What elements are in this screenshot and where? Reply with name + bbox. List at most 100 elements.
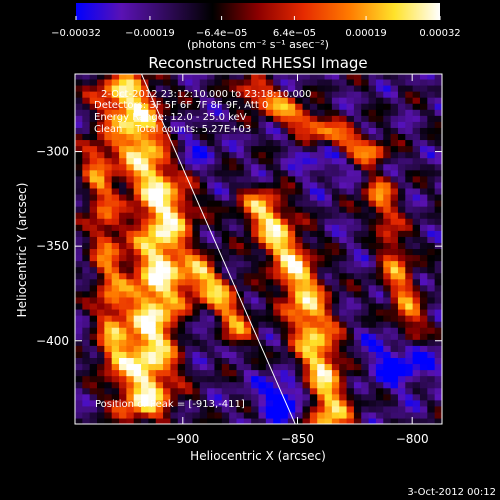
heatmap-cell (434, 357, 442, 365)
heatmap-cell (317, 308, 326, 316)
heatmap-cell (97, 145, 105, 153)
heatmap-cell (295, 103, 304, 110)
heatmap-cell (302, 181, 311, 189)
heatmap-cell (185, 387, 194, 395)
heatmap-cell (148, 363, 157, 371)
heatmap-cell (141, 206, 149, 213)
heatmap-cell (119, 375, 127, 383)
heatmap-cell (119, 187, 127, 195)
heatmap-cell (104, 308, 113, 316)
heatmap-cell (302, 302, 311, 310)
heatmap-cell (89, 206, 98, 213)
heatmap-cell (170, 254, 179, 262)
heatmap-cell (280, 181, 289, 189)
heatmap-cell (119, 339, 127, 346)
heatmap-cell (309, 254, 318, 262)
heatmap-cell (141, 187, 149, 195)
heatmap-cell (353, 278, 362, 286)
heatmap-cell (295, 254, 304, 262)
heatmap-cell (133, 369, 142, 377)
heatmap-cell (133, 387, 142, 395)
heatmap-cell (383, 411, 392, 419)
heatmap-cell (192, 393, 201, 401)
heatmap-cell (412, 236, 421, 243)
heatmap-cell (324, 399, 333, 407)
heatmap-cell (361, 109, 370, 116)
heatmap-cell (133, 284, 142, 292)
heatmap-cell (229, 248, 238, 256)
heatmap-cell (419, 254, 428, 262)
heatmap-cell (119, 284, 127, 292)
heatmap-cell (199, 97, 208, 104)
heatmap-cell (309, 200, 318, 207)
heatmap-cell (361, 339, 370, 346)
heatmap-cell (104, 254, 113, 262)
heatmap-cell (133, 302, 142, 310)
heatmap-cell (251, 133, 260, 141)
heatmap-cell (324, 351, 333, 359)
heatmap-cell (427, 181, 436, 189)
heatmap-cell (214, 339, 223, 346)
heatmap-cell (397, 84, 406, 92)
heatmap-cell (309, 327, 318, 334)
heatmap-cell (324, 145, 333, 153)
heatmap-cell (412, 103, 421, 110)
heatmap-cell (141, 284, 149, 292)
heatmap-cell (229, 157, 238, 165)
heatmap-cell (331, 121, 340, 128)
heatmap-cell (243, 175, 252, 183)
heatmap-cell (163, 242, 172, 250)
heatmap-cell (111, 200, 120, 207)
heatmap-cell (412, 266, 421, 274)
heatmap-cell (331, 78, 340, 86)
heatmap-cell (339, 212, 348, 219)
heatmap-cell (419, 157, 428, 165)
colorbar-ticks: −0.00032 −0.00019 −6.4e−05 6.4e−05 0.00019 0.… (51, 16, 461, 39)
heatmap-cell (309, 187, 318, 195)
heatmap-cell (427, 248, 436, 256)
heatmap-cell (280, 224, 289, 231)
heatmap-cell (375, 121, 384, 128)
heatmap-cell (383, 260, 392, 268)
heatmap-cell (302, 290, 311, 298)
heatmap-cell (111, 345, 120, 352)
heatmap-cell (185, 97, 194, 104)
heatmap-cell (405, 145, 414, 153)
heatmap-cell (75, 339, 83, 346)
heatmap-cell (383, 278, 392, 286)
heatmap-cell (273, 236, 282, 243)
heatmap-cell (221, 224, 230, 231)
heatmap-cell (185, 193, 194, 201)
heatmap-cell (324, 84, 333, 92)
x-tick-label: −850 (281, 432, 314, 446)
heatmap-cell (331, 242, 340, 250)
heatmap-cell (361, 163, 370, 171)
heatmap-cell (434, 302, 442, 310)
heatmap-cell (419, 321, 428, 328)
heatmap-cell (185, 115, 194, 122)
heatmap-cell (236, 278, 245, 286)
heatmap-cell (273, 308, 282, 316)
heatmap-cell (185, 181, 194, 189)
heatmap-cell (273, 363, 282, 371)
heatmap-cell (368, 175, 377, 183)
heatmap-cell (251, 97, 260, 104)
heatmap-cell (258, 363, 267, 371)
heatmap-cell (353, 84, 362, 92)
heatmap-cell (295, 121, 304, 128)
heatmap-cell (390, 236, 399, 243)
heatmap-cell (75, 74, 83, 80)
heatmap-cell (119, 363, 127, 371)
heatmap-cell (89, 151, 98, 159)
heatmap-cell (104, 74, 113, 80)
heatmap-cell (346, 74, 355, 80)
heatmap-cell (383, 302, 392, 310)
heatmap-cell (331, 84, 340, 92)
heatmap-cell (419, 74, 428, 80)
heatmap-cell (309, 169, 318, 177)
heatmap-cell (126, 369, 135, 377)
heatmap-cell (331, 230, 340, 237)
heatmap-cell (412, 206, 421, 213)
heatmap-cell (383, 242, 392, 250)
heatmap-cell (97, 224, 105, 231)
